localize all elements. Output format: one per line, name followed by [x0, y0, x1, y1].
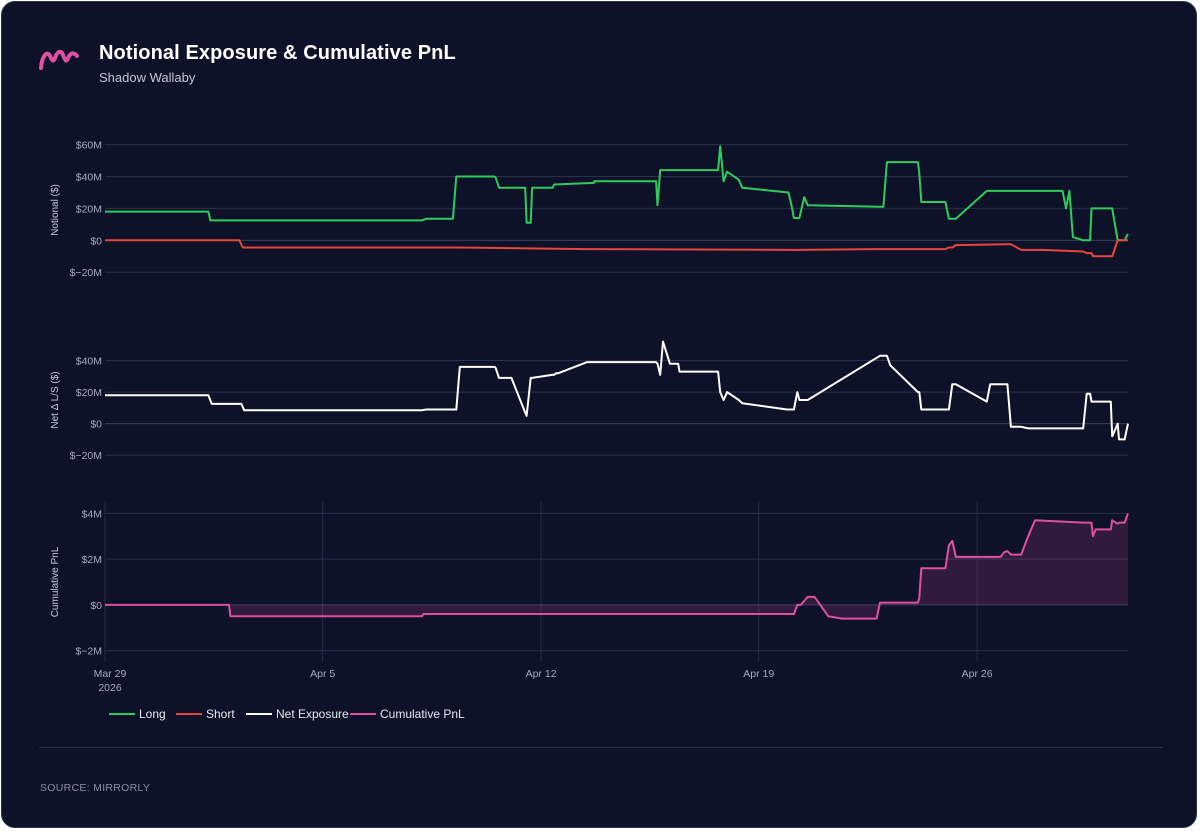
y-tick-label: $4M — [82, 508, 102, 520]
y-axis-title: Cumulative PnL — [50, 546, 61, 617]
short-series-line — [105, 239, 1128, 258]
y-tick-label: $60M — [76, 140, 102, 152]
y-tick-label: $0 — [90, 419, 102, 431]
y-tick-label: $40M — [76, 171, 102, 183]
page-title: Notional Exposure & Cumulative PnL — [99, 42, 456, 64]
mirrorly-m-logo-icon — [39, 49, 79, 70]
cumulative-pnl-series-line — [105, 513, 1129, 620]
y-tick-label: $0 — [90, 235, 102, 247]
y-tick-label: $20M — [76, 203, 102, 215]
x-tick-label: Apr 5 — [310, 668, 335, 680]
x-tick-label: Apr 26 — [962, 668, 993, 680]
net-exposure-series-line — [105, 340, 1129, 441]
y-axis-title: Notional ($) — [50, 184, 61, 236]
y-tick-label: $−20M — [70, 267, 102, 279]
legend-item-label: Short — [206, 707, 235, 721]
x-tick-label: 2026 — [98, 682, 122, 694]
x-tick-label: Mar 29 — [94, 668, 127, 680]
page-subtitle: Shadow Wallaby — [99, 70, 196, 85]
y-tick-label: $40M — [76, 356, 102, 368]
footer-divider — [39, 747, 1163, 748]
y-axis-title: Net Δ L/S ($) — [50, 371, 61, 428]
y-tick-label: $−2M — [75, 646, 102, 658]
chart-canvas: $−20M $0 $20M $40M $60M Notional ($) $−20M $0 $2… — [50, 140, 1129, 721]
legend-item-label: Cumulative PnL — [380, 707, 465, 721]
legend-item-label: Long — [139, 707, 166, 721]
y-tick-label: $0 — [90, 600, 102, 612]
x-tick-label: Apr 19 — [743, 668, 774, 680]
legend-item-label: Net Exposure — [276, 707, 349, 721]
y-tick-label: $−20M — [70, 450, 102, 462]
pnl-area-fill — [105, 513, 1128, 619]
long-series-line — [105, 145, 1129, 242]
x-tick-label: Apr 12 — [526, 668, 557, 680]
source-note: SOURCE: MIRRORLY — [40, 782, 151, 794]
y-tick-label: $2M — [82, 554, 102, 566]
y-tick-label: $20M — [76, 387, 102, 399]
